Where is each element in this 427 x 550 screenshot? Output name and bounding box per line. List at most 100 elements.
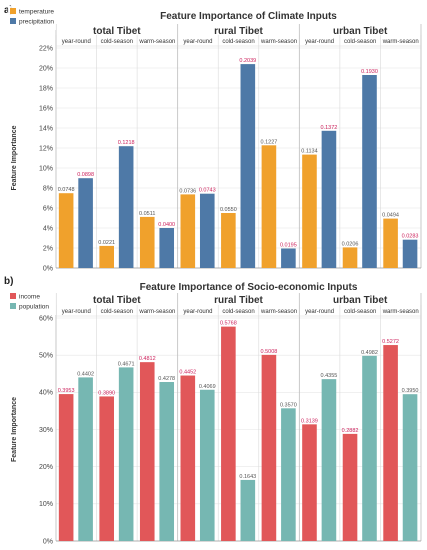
y-tick-label: 50% xyxy=(39,353,53,360)
bar-precipitation xyxy=(321,130,337,268)
data-label-population: 0.4069 xyxy=(199,384,216,390)
data-label-income: 0.4452 xyxy=(179,370,196,376)
y-tick-label: 2% xyxy=(43,245,53,252)
data-label-temperature: 0.0221 xyxy=(98,240,115,246)
data-label-population: 0.3950 xyxy=(402,388,419,394)
bar-precipitation xyxy=(78,178,93,268)
region-header: rural Tibet xyxy=(214,295,263,306)
y-tick-label: 10% xyxy=(39,501,53,508)
bar-population xyxy=(362,355,377,541)
region-header: urban Tibet xyxy=(333,26,388,37)
bar-income xyxy=(180,375,196,541)
legend-swatch-population xyxy=(10,303,16,309)
data-label-income: 0.5008 xyxy=(261,349,278,355)
data-label-temperature: 0.0511 xyxy=(139,211,155,217)
y-tick-label: 4% xyxy=(43,225,53,232)
data-label-income: 0.3139 xyxy=(301,418,318,424)
data-label-income: 0.3953 xyxy=(58,388,75,394)
bar-temperature xyxy=(221,213,236,268)
season-header: cold-season xyxy=(344,309,376,315)
bar-population xyxy=(199,389,215,541)
bar-temperature xyxy=(383,218,398,268)
bar-income xyxy=(302,424,317,541)
season-header: warm-season xyxy=(138,309,175,315)
bar-precipitation xyxy=(118,146,134,268)
chart-panel-climate: a)Feature Importance of Climate Inputs0%… xyxy=(4,5,422,272)
bar-population xyxy=(402,394,418,541)
season-header: cold-season xyxy=(344,39,376,45)
bar-population xyxy=(240,479,256,541)
region-header: total Tibet xyxy=(93,295,141,306)
y-axis-label: Feature Importance xyxy=(11,397,18,462)
y-tick-label: 12% xyxy=(39,145,53,152)
bar-temperature xyxy=(180,194,196,268)
season-header: cold-season xyxy=(222,309,254,315)
data-label-income: 0.2882 xyxy=(342,428,359,434)
legend-label-temperature: temperature xyxy=(19,9,54,16)
region-header: urban Tibet xyxy=(333,295,388,306)
season-header: cold-season xyxy=(101,39,133,45)
data-label-precipitation: 0.2039 xyxy=(239,58,256,64)
bar-temperature xyxy=(139,216,155,268)
y-tick-label: 20% xyxy=(39,65,53,72)
data-label-precipitation: 0.0195 xyxy=(280,243,297,249)
y-axis-label: Feature Importance xyxy=(11,125,18,190)
data-label-population: 0.4402 xyxy=(77,371,94,377)
bar-population xyxy=(321,379,337,541)
bar-precipitation xyxy=(159,228,175,268)
bar-population xyxy=(281,408,296,541)
data-label-population: 0.4671 xyxy=(118,361,135,367)
bar-income xyxy=(261,354,277,541)
data-label-temperature: 0.0494 xyxy=(382,213,399,219)
data-label-income: 0.3890 xyxy=(98,390,115,396)
data-label-precipitation: 0.0283 xyxy=(402,234,419,240)
bar-income xyxy=(383,345,398,541)
y-tick-label: 0% xyxy=(43,538,53,545)
y-tick-label: 0% xyxy=(43,265,53,272)
y-tick-label: 6% xyxy=(43,205,53,212)
data-label-precipitation: 0.1218 xyxy=(118,140,135,146)
season-header: year-round xyxy=(305,309,334,315)
season-header: warm-season xyxy=(382,309,419,315)
legend-swatch-temperature xyxy=(10,8,16,14)
bar-temperature xyxy=(99,245,114,268)
legend-swatch-precipitation xyxy=(10,18,16,24)
data-label-precipitation: 0.1372 xyxy=(321,125,338,131)
bar-income xyxy=(58,394,74,541)
season-header: year-round xyxy=(183,39,212,45)
data-label-income: 0.5768 xyxy=(220,321,237,327)
data-label-temperature: 0.0736 xyxy=(179,188,196,194)
bar-temperature xyxy=(302,154,317,268)
season-header: cold-season xyxy=(222,39,254,45)
bar-precipitation xyxy=(199,193,215,268)
data-label-precipitation: 0.0400 xyxy=(158,222,175,228)
bar-income xyxy=(99,396,114,541)
bar-temperature xyxy=(261,145,277,268)
season-header: year-round xyxy=(62,39,91,45)
y-tick-label: 10% xyxy=(39,165,53,172)
data-label-temperature: 0.0550 xyxy=(220,207,237,213)
y-tick-label: 22% xyxy=(39,45,53,52)
panel-label: b) xyxy=(4,276,13,287)
season-header: warm-season xyxy=(260,309,297,315)
legend: income population xyxy=(8,291,56,315)
data-label-population: 0.1643 xyxy=(239,474,256,480)
bar-population xyxy=(159,382,175,541)
region-header: rural Tibet xyxy=(214,26,263,37)
legend-label-population: population xyxy=(19,304,49,311)
bar-precipitation xyxy=(402,239,418,268)
season-header: cold-season xyxy=(101,309,133,315)
bar-income xyxy=(139,362,155,541)
bar-population xyxy=(78,377,93,541)
bar-income xyxy=(221,326,236,541)
data-label-population: 0.3570 xyxy=(280,402,297,408)
region-header: total Tibet xyxy=(93,26,141,37)
bar-income xyxy=(342,433,358,541)
data-label-income: 0.4812 xyxy=(139,356,156,362)
season-header: year-round xyxy=(183,309,212,315)
bar-temperature xyxy=(58,193,74,268)
season-header: warm-season xyxy=(260,39,297,45)
bar-population xyxy=(118,367,134,541)
y-tick-label: 16% xyxy=(39,105,53,112)
